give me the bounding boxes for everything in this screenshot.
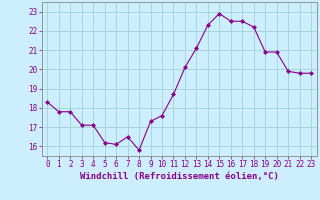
X-axis label: Windchill (Refroidissement éolien,°C): Windchill (Refroidissement éolien,°C) [80,172,279,181]
